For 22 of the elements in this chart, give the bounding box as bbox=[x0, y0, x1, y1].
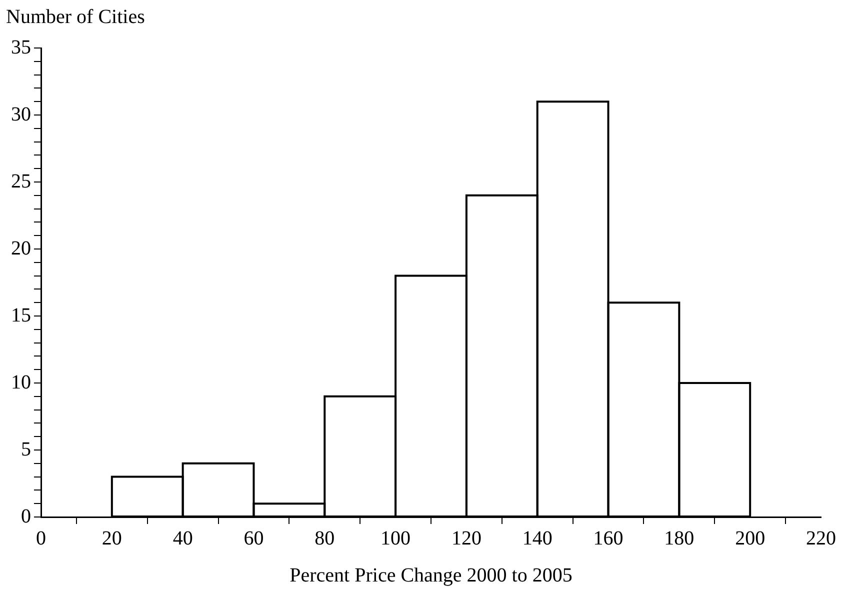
y-tick-label: 10 bbox=[11, 371, 31, 394]
y-tick-label: 35 bbox=[11, 36, 31, 58]
x-tick-label: 0 bbox=[36, 527, 46, 550]
x-tick-label: 220 bbox=[806, 527, 836, 550]
x-tick-label: 60 bbox=[244, 527, 264, 550]
y-tick-label: 30 bbox=[11, 103, 31, 126]
x-tick-label: 200 bbox=[735, 527, 766, 550]
x-axis-title: Percent Price Change 2000 to 2005 bbox=[290, 564, 572, 586]
y-tick-label: 5 bbox=[21, 438, 31, 460]
x-tick-label: 180 bbox=[664, 527, 694, 550]
x-tick-label: 80 bbox=[314, 527, 335, 550]
x-tick-label: 100 bbox=[380, 527, 411, 550]
x-tick-label: 120 bbox=[451, 527, 482, 550]
y-tick-label: 0 bbox=[21, 505, 31, 528]
x-tick-label: 140 bbox=[522, 527, 552, 550]
y-tick-label: 25 bbox=[11, 170, 31, 192]
x-tick-label: 20 bbox=[102, 527, 122, 550]
x-tick-label: 160 bbox=[593, 527, 624, 550]
y-axis-title: Number of Cities bbox=[6, 6, 145, 29]
y-tick-label: 20 bbox=[11, 237, 31, 260]
x-tick-label: 40 bbox=[172, 527, 193, 550]
y-tick-label: 15 bbox=[11, 304, 31, 326]
